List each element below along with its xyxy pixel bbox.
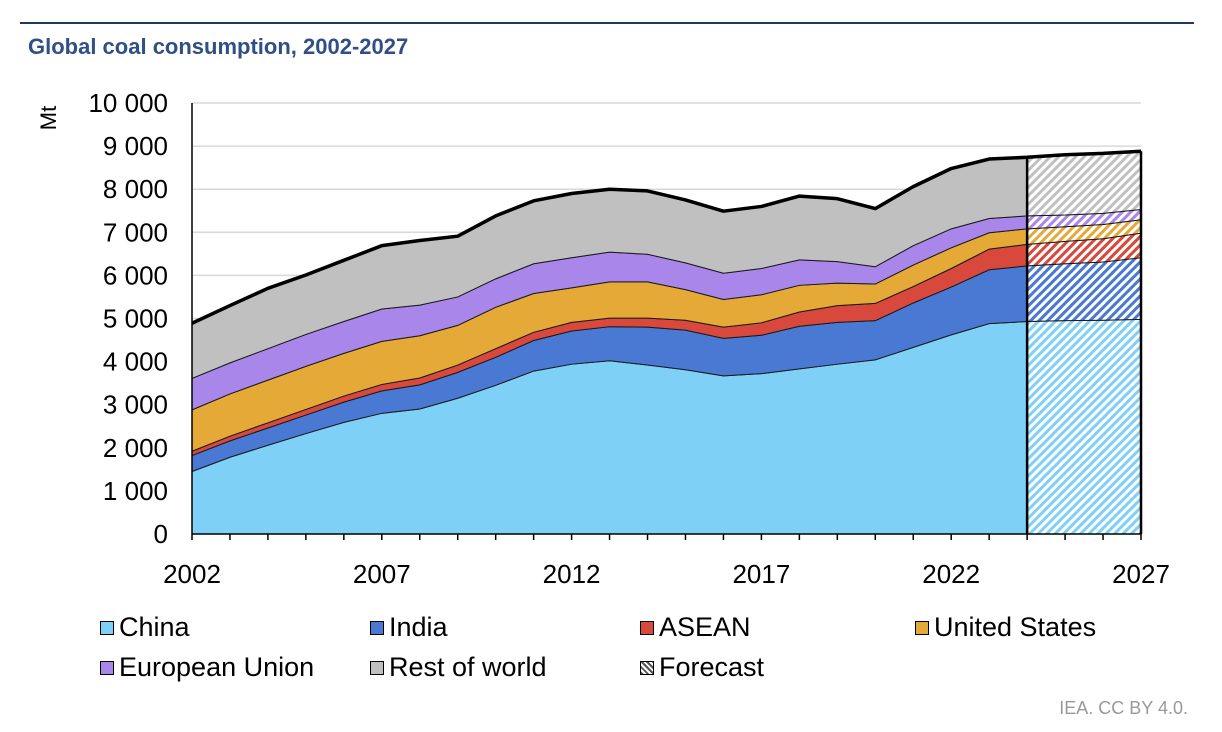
legend-label: China bbox=[119, 612, 190, 642]
legend-label: Forecast bbox=[659, 652, 765, 682]
y-tick-label: 5 000 bbox=[103, 304, 168, 334]
x-tick-label: 2002 bbox=[163, 559, 221, 589]
y-tick-label: 4 000 bbox=[103, 347, 168, 377]
legend-label: India bbox=[389, 612, 448, 642]
legend-item-asean: ASEAN bbox=[640, 612, 751, 643]
legend-item-india: India bbox=[370, 612, 448, 643]
legend-swatch bbox=[915, 620, 929, 635]
legend-swatch bbox=[640, 620, 654, 635]
legend-swatch bbox=[640, 660, 654, 675]
legend-item-united-states: United States bbox=[915, 612, 1096, 643]
chart-title: Global coal consumption, 2002-2027 bbox=[28, 34, 409, 59]
tick-labels: 0 1 000 2 000 3 000 4 000 5 000 6 000 7 000 8 00… bbox=[88, 88, 1169, 589]
legend-swatch bbox=[100, 620, 114, 635]
legend-label: Rest of world bbox=[389, 652, 547, 682]
legend-label: European Union bbox=[119, 652, 315, 682]
y-tick-label: 8 000 bbox=[103, 174, 168, 204]
x-tick-label: 2017 bbox=[732, 559, 790, 589]
y-tick-label: 3 000 bbox=[103, 390, 168, 420]
x-tick-label: 2012 bbox=[543, 559, 601, 589]
title-rule bbox=[20, 22, 1194, 24]
legend-item-rest-of-world: Rest of world bbox=[370, 652, 547, 683]
y-tick-label: 7 000 bbox=[103, 217, 168, 247]
y-tick-label: 1 000 bbox=[103, 476, 168, 506]
y-tick-label: 2 000 bbox=[103, 433, 168, 463]
legend-swatch bbox=[370, 660, 384, 675]
series-areas bbox=[191, 149, 1143, 535]
y-tick-label: 0 bbox=[154, 519, 168, 549]
source-note: IEA. CC BY 4.0. bbox=[1059, 698, 1188, 718]
axes bbox=[191, 103, 1142, 540]
y-tick-label: 6 000 bbox=[103, 260, 168, 290]
area-forecast-rest-of-world bbox=[1026, 150, 1142, 217]
legend-item-china: China bbox=[100, 612, 190, 643]
legend-label: United States bbox=[934, 612, 1097, 642]
coal-consumption-chart: 0 1 000 2 000 3 000 4 000 5 000 6 000 7 000 8 00… bbox=[88, 88, 1169, 589]
total-line bbox=[191, 149, 1142, 325]
x-tick-label: 2007 bbox=[353, 559, 411, 589]
legend-label: ASEAN bbox=[659, 612, 751, 642]
legend: China India ASEAN United States European Uni… bbox=[100, 612, 1200, 692]
legend-swatch bbox=[370, 620, 384, 635]
legend-item-european-union: European Union bbox=[100, 652, 314, 683]
area-forecast-india bbox=[1026, 257, 1142, 323]
y-tick-label: 9 000 bbox=[103, 131, 168, 161]
x-tick-label: 2027 bbox=[1112, 559, 1170, 589]
x-tick-label: 2022 bbox=[922, 559, 980, 589]
legend-item-forecast: Forecast bbox=[640, 652, 764, 683]
area-forecast-china bbox=[1026, 318, 1142, 535]
legend-swatch bbox=[100, 660, 114, 675]
y-tick-label: 10 000 bbox=[88, 88, 168, 118]
